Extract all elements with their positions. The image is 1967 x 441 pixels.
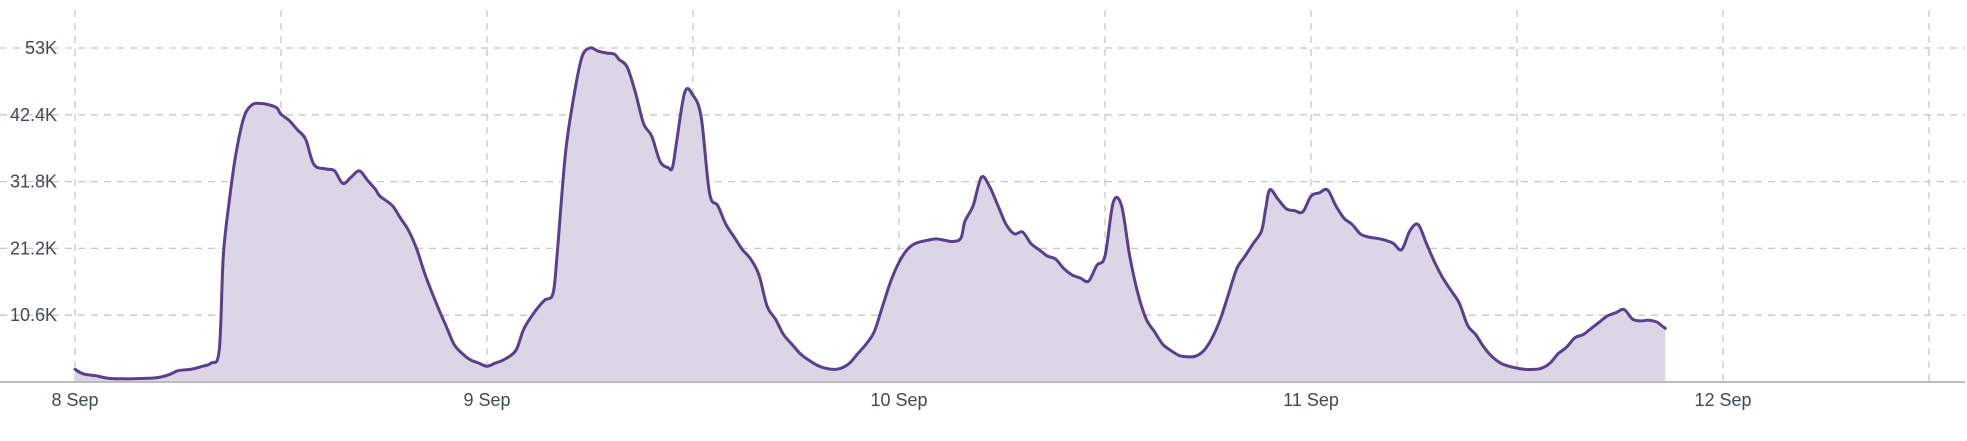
x-axis-tick-labels: 8 Sep 9 Sep 10 Sep 11 Sep 12 Sep bbox=[51, 390, 1751, 410]
y-tick-label: 42.4K bbox=[10, 105, 57, 125]
series-line bbox=[73, 46, 1667, 381]
y-tick-label: 31.8K bbox=[10, 172, 57, 192]
y-tick-label: 21.2K bbox=[10, 238, 57, 258]
x-tick-label: 11 Sep bbox=[1283, 390, 1339, 410]
y-tick-label: 53K bbox=[25, 38, 57, 58]
x-tick-label: 10 Sep bbox=[870, 390, 927, 410]
y-axis-tick-labels: 10.6K 21.2K 31.8K 42.4K 53K bbox=[10, 38, 57, 325]
x-tick-label: 9 Sep bbox=[463, 390, 510, 410]
series-area-fill bbox=[75, 47, 1666, 382]
y-tick-label: 10.6K bbox=[10, 305, 57, 325]
x-tick-label: 12 Sep bbox=[1694, 390, 1751, 410]
x-tick-label: 8 Sep bbox=[51, 390, 98, 410]
